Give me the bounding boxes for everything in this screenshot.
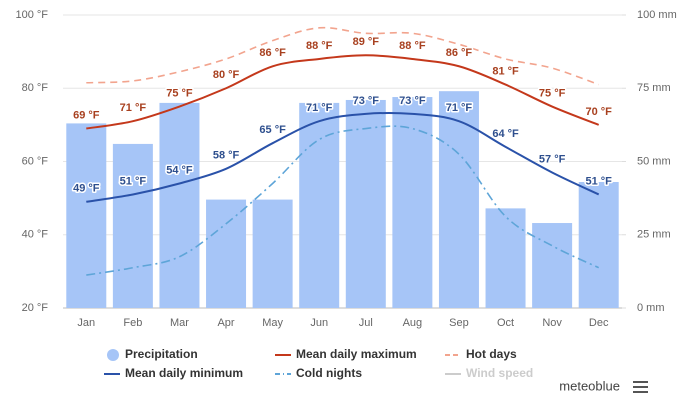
x-tick-label: Jun <box>310 317 328 329</box>
legend-label[interactable]: Cold nights <box>296 366 362 380</box>
x-tick-label: Sep <box>449 317 469 329</box>
data-label: 75 °F <box>539 87 566 99</box>
legend-label[interactable]: Mean daily minimum <box>125 366 243 380</box>
bar <box>578 182 619 308</box>
y-tick-label: 60 °F <box>22 155 49 167</box>
bar <box>532 223 573 308</box>
data-label: 71 °F <box>306 102 333 114</box>
x-tick-label: Mar <box>170 317 189 329</box>
menu-bar[interactable] <box>633 386 648 388</box>
legend-symbol <box>107 349 119 361</box>
data-label: 69 °F <box>73 109 100 121</box>
menu-bar[interactable] <box>633 391 648 393</box>
x-tick-label: Feb <box>123 317 142 329</box>
menu-icon[interactable] <box>633 381 648 393</box>
brand: meteoblue <box>559 378 620 393</box>
menu-bar[interactable] <box>633 381 648 383</box>
data-label: 73 °F <box>399 95 426 107</box>
bar <box>438 91 479 309</box>
bar <box>485 208 526 308</box>
bar <box>66 123 107 308</box>
data-label: 51 °F <box>120 175 147 187</box>
data-label: 65 °F <box>259 124 286 136</box>
x-tick-label: Jul <box>359 317 373 329</box>
data-label: 88 °F <box>306 40 333 52</box>
x-tick-label: Aug <box>403 317 423 329</box>
data-label: 58 °F <box>213 150 240 162</box>
data-label: 81 °F <box>492 65 519 77</box>
data-label: 75 °F <box>166 87 193 99</box>
bar <box>345 99 386 308</box>
data-label: 88 °F <box>399 40 426 52</box>
bar <box>159 102 200 309</box>
y2-tick-label: 75 mm <box>637 82 671 94</box>
data-label: 71 °F <box>446 102 473 114</box>
line <box>86 125 600 276</box>
bar <box>206 199 247 308</box>
x-tick-label: May <box>262 317 283 329</box>
y2-tick-label: 100 mm <box>637 9 677 21</box>
data-label: 57 °F <box>539 153 566 165</box>
data-label: 71 °F <box>120 102 147 114</box>
bar <box>252 199 293 308</box>
y2-tick-label: 25 mm <box>637 229 671 241</box>
y-tick-label: 20 °F <box>22 302 49 314</box>
data-label: 64 °F <box>492 128 519 140</box>
y2-tick-label: 50 mm <box>637 155 671 167</box>
data-label: 86 °F <box>446 47 473 59</box>
y-tick-label: 80 °F <box>22 82 49 94</box>
data-label: 86 °F <box>259 47 286 59</box>
data-label: 70 °F <box>585 106 612 118</box>
x-tick-label: Apr <box>217 317 234 329</box>
line <box>86 111 600 203</box>
data-label: 73 °F <box>353 95 380 107</box>
bar <box>299 102 340 309</box>
bar <box>392 97 433 308</box>
y-tick-label: 100 °F <box>15 9 48 21</box>
legend-label[interactable]: Wind speed <box>466 366 533 380</box>
bar <box>112 143 153 308</box>
x-tick-label: Dec <box>589 317 609 329</box>
legend-label[interactable]: Mean daily maximum <box>296 347 417 361</box>
x-tick-label: Nov <box>542 317 562 329</box>
data-label: 51 °F <box>585 175 612 187</box>
legend-label[interactable]: Hot days <box>466 347 517 361</box>
y-tick-label: 40 °F <box>22 229 49 241</box>
line <box>86 54 600 130</box>
x-tick-label: Oct <box>497 317 514 329</box>
line <box>86 26 599 86</box>
data-label: 54 °F <box>166 164 193 176</box>
grid <box>63 14 626 309</box>
data-label: 80 °F <box>213 69 240 81</box>
legend-label[interactable]: Precipitation <box>125 347 198 361</box>
x-tick-label: Jan <box>77 317 95 329</box>
data-label: 49 °F <box>73 183 100 195</box>
y2-tick-label: 0 mm <box>637 302 665 314</box>
data-label: 89 °F <box>353 36 380 48</box>
